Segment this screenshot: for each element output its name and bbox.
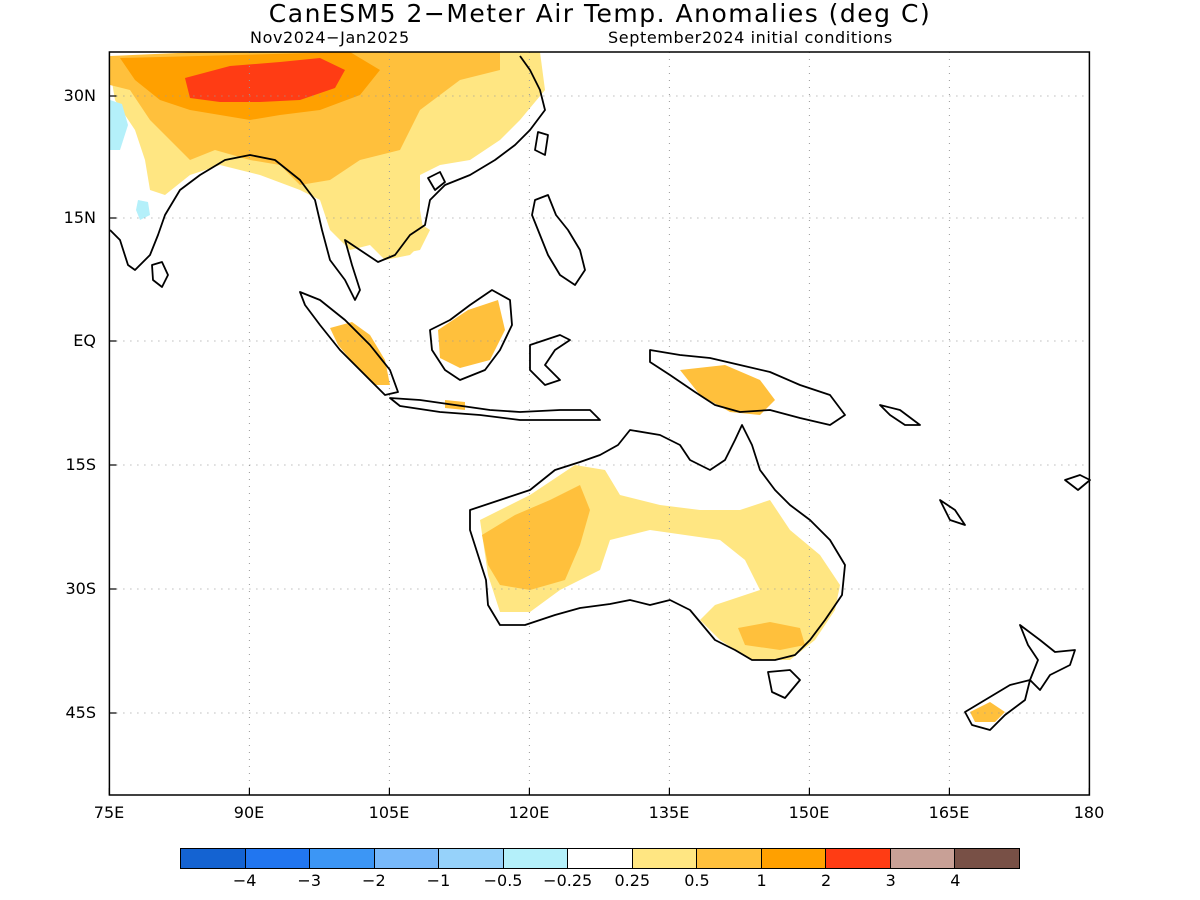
lat-label-eq: EQ (73, 331, 96, 350)
lat-label-15s: 15S (65, 455, 96, 474)
anomaly-sumatra (330, 322, 390, 385)
chart-title: CanESM5 2−Meter Air Temp. Anomalies (deg… (268, 0, 932, 28)
coast-sumatra (299, 291, 399, 396)
colorbar-label: −3 (297, 871, 322, 890)
lat-label-30s: 30S (65, 579, 96, 598)
lat-label-30n: 30N (63, 86, 96, 105)
coast-tasmania (767, 669, 801, 699)
colorbar-swatch (181, 849, 246, 868)
colorbar-label: −1 (426, 871, 451, 890)
lon-label-135e: 135E (648, 803, 690, 822)
colorbar-label: 0.5 (684, 871, 710, 890)
coast-nz-south (964, 679, 1031, 731)
colorbar-label: −0.25 (543, 871, 593, 890)
colorbar-label: 3 (885, 871, 896, 890)
colorbar-swatch (632, 849, 698, 868)
colorbar-swatch (955, 849, 1019, 868)
lon-label-90e: 90E (233, 803, 265, 822)
coast-australia (469, 424, 846, 661)
anomaly-png (680, 365, 775, 415)
initial-conditions: September2024 initial conditions (608, 28, 893, 47)
colorbar-swatch (374, 849, 440, 868)
anomaly-fills (110, 52, 1005, 722)
anomaly-australia-1-se (738, 622, 805, 650)
colorbar-label: 2 (821, 871, 832, 890)
colorbar-swatch (439, 849, 504, 868)
coast-philippines (531, 194, 586, 286)
coast-pacific-islands-3 (1064, 474, 1091, 491)
coast-asia-mainland (109, 55, 546, 301)
anomaly-asia-3 (185, 58, 345, 102)
lon-label-150e: 150E (788, 803, 830, 822)
coast-sulawesi (529, 334, 571, 386)
colorbar-swatch (568, 849, 633, 868)
colorbar-swatch (890, 849, 956, 868)
colorbar-label: 4 (950, 871, 961, 890)
colorbar-swatch (697, 849, 762, 868)
axis-ticks (108, 95, 1091, 795)
colorbar-label: −0.5 (483, 871, 523, 890)
lat-label-15n: 15N (63, 208, 96, 227)
colorbar-swatch (503, 849, 569, 868)
coast-sri-lanka (151, 261, 169, 288)
colorbar-label: 1 (756, 871, 767, 890)
anomaly-borneo (438, 300, 505, 368)
anomaly-india-cool (110, 100, 128, 150)
colorbar-label: −2 (362, 871, 386, 890)
lon-label-120e: 120E (508, 803, 550, 822)
coast-taiwan (534, 131, 549, 156)
lon-label-75e: 75E (93, 803, 125, 822)
coastlines (109, 55, 1091, 731)
coast-java (389, 397, 601, 421)
coast-pacific-islands-2 (939, 499, 966, 526)
lon-label-105e: 105E (368, 803, 410, 822)
anomaly-india-cool-2 (136, 200, 150, 220)
anomaly-nz (970, 702, 1005, 722)
colorbar-swatch (826, 849, 891, 868)
anomaly-se-asia (335, 185, 430, 255)
map-frame (108, 51, 1091, 796)
colorbar-swatch (761, 849, 827, 868)
colorbar-label: −4 (232, 871, 257, 890)
coast-borneo (429, 289, 513, 381)
colorbar-swatch (310, 849, 375, 868)
lat-label-45s: 45S (65, 703, 96, 722)
coast-new-guinea (649, 349, 846, 426)
map-grid (109, 52, 1090, 795)
colorbar-swatch (245, 849, 311, 868)
colorbar (180, 848, 1020, 869)
coast-pacific-islands-1 (879, 404, 921, 426)
coast-nz-north (1019, 624, 1076, 691)
anomaly-australia-1-west (482, 485, 590, 590)
lon-label-180: 180 (1073, 803, 1105, 822)
colorbar-label: 0.25 (614, 871, 651, 890)
forecast-period: Nov2024−Jan2025 (250, 28, 410, 47)
lon-label-165e: 165E (928, 803, 970, 822)
coast-hainan (427, 171, 446, 191)
